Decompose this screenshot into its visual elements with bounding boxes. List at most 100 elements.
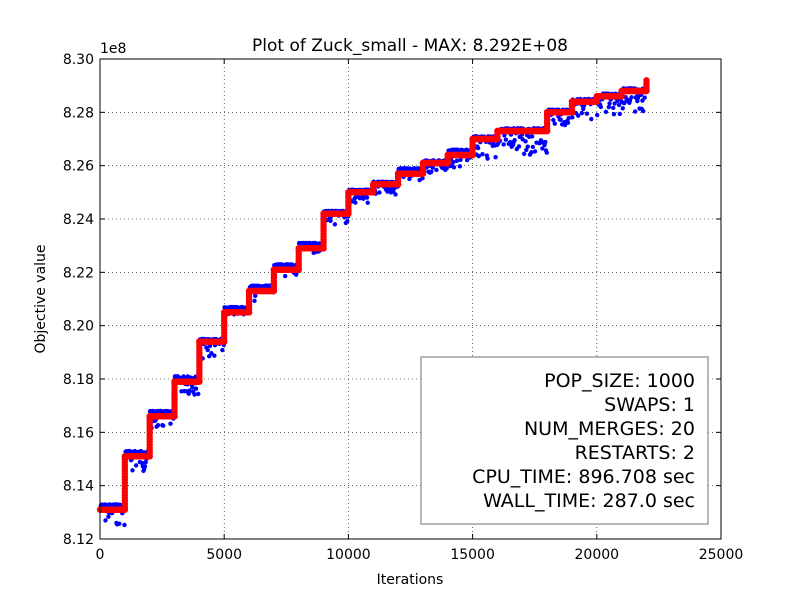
population-point — [589, 116, 594, 122]
population-point — [594, 112, 600, 118]
population-point — [207, 354, 212, 359]
population-point — [611, 112, 617, 117]
population-point — [139, 460, 145, 466]
info-restarts: RESTARTS: 2 — [575, 442, 695, 464]
population-point — [253, 293, 258, 299]
population-point — [364, 195, 370, 200]
population-point — [192, 392, 197, 397]
population-point — [551, 117, 556, 123]
population-point — [562, 122, 568, 128]
y-tick-label: 8.20 — [63, 319, 94, 335]
population-point — [252, 298, 257, 304]
population-point — [642, 95, 647, 100]
chart-title: Plot of Zuck_small - MAX: 8.292E+08 — [252, 36, 568, 56]
population-point — [616, 102, 622, 108]
population-point — [552, 121, 557, 126]
y-tick-label: 8.30 — [63, 52, 94, 68]
population-point — [457, 164, 463, 169]
population-point — [598, 104, 604, 110]
population-point — [393, 192, 398, 197]
population-point — [606, 104, 612, 110]
y-tick-label: 8.26 — [63, 159, 94, 175]
population-point — [611, 105, 616, 111]
population-point — [493, 155, 498, 160]
info-swaps: SWAPS: 1 — [604, 394, 695, 416]
population-point — [579, 110, 585, 116]
population-point — [603, 109, 609, 115]
population-point — [103, 518, 108, 523]
population-point — [193, 386, 199, 391]
population-point — [512, 138, 517, 143]
population-point — [444, 166, 449, 171]
info-cpu-time: CPU_TIME: 896.708 sec — [472, 466, 695, 488]
population-point — [430, 165, 435, 170]
x-tick-label: 15000 — [450, 547, 495, 563]
population-point — [377, 190, 382, 195]
population-point — [620, 106, 625, 111]
y-tick-label: 8.28 — [63, 105, 94, 121]
population-point — [328, 218, 333, 223]
population-point — [209, 350, 214, 356]
population-point — [521, 151, 527, 156]
population-point — [133, 463, 139, 468]
population-point — [570, 115, 575, 120]
population-point — [155, 422, 161, 428]
population-point — [529, 134, 535, 139]
population-point — [205, 347, 210, 353]
info-box-frame — [420, 356, 709, 525]
population-point — [142, 464, 148, 469]
population-point — [632, 109, 638, 114]
y-tick-labels: 8.12 8.14 8.16 8.18 8.20 8.22 8.24 8.26 8.28 8.30 — [63, 52, 94, 548]
best-point — [643, 77, 650, 84]
population-point — [187, 388, 192, 393]
population-point — [575, 113, 581, 118]
population-point — [454, 158, 460, 164]
y-offset-label: 1e8 — [100, 41, 126, 57]
y-tick-label: 8.24 — [63, 212, 94, 228]
population-point — [190, 385, 195, 390]
population-point — [429, 169, 434, 174]
y-tick-label: 8.18 — [63, 372, 94, 388]
population-point — [106, 514, 111, 519]
population-point — [475, 145, 481, 151]
x-tick-label: 5000 — [206, 547, 242, 563]
x-tick-label: 25000 — [699, 547, 744, 563]
best-objective-points — [96, 77, 650, 513]
population-point — [544, 150, 549, 155]
population-point — [385, 189, 390, 194]
info-num-merges: NUM_MERGES: 20 — [524, 418, 695, 440]
info-pop-size: POP_SIZE: 1000 — [544, 370, 695, 392]
population-point — [584, 111, 590, 116]
population-point — [293, 272, 299, 277]
population-point — [480, 151, 485, 157]
population-point — [501, 142, 506, 147]
population-point — [168, 421, 173, 426]
population-point — [464, 157, 470, 163]
population-point — [117, 521, 122, 526]
info-wall-time: WALL_TIME: 287.0 sec — [483, 490, 695, 512]
run-parameters-box: POP_SIZE: 1000 SWAPS: 1 NUM_MERGES: 20 R… — [420, 356, 709, 525]
population-point — [629, 95, 634, 100]
x-tick-labels: 0 5000 10000 15000 20000 25000 — [96, 547, 744, 563]
population-point — [130, 468, 135, 473]
population-point — [345, 218, 350, 224]
population-point — [212, 353, 217, 358]
population-point — [543, 139, 548, 145]
population-point — [122, 522, 127, 528]
population-point — [503, 137, 509, 142]
population-point — [581, 106, 586, 112]
population-point — [525, 144, 530, 149]
population-point — [458, 157, 463, 162]
y-tick-label: 8.14 — [63, 479, 94, 495]
population-point — [558, 117, 563, 122]
x-tick-label: 10000 — [326, 547, 371, 563]
x-axis-label: Iterations — [377, 572, 444, 588]
population-point — [161, 423, 166, 428]
plot-frame — [99, 58, 722, 540]
y-tick-label: 8.12 — [63, 532, 94, 548]
population-point — [220, 347, 225, 353]
population-point — [283, 273, 288, 279]
population-point — [485, 156, 490, 161]
